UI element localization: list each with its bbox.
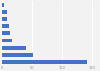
- Bar: [2, 31, 10, 35]
- Bar: [2, 60, 87, 64]
- Bar: [2, 10, 7, 14]
- Bar: [2, 17, 7, 21]
- Bar: [2, 3, 4, 7]
- Bar: [2, 46, 26, 50]
- Bar: [2, 38, 12, 42]
- Bar: [2, 24, 9, 28]
- Bar: [2, 53, 33, 57]
